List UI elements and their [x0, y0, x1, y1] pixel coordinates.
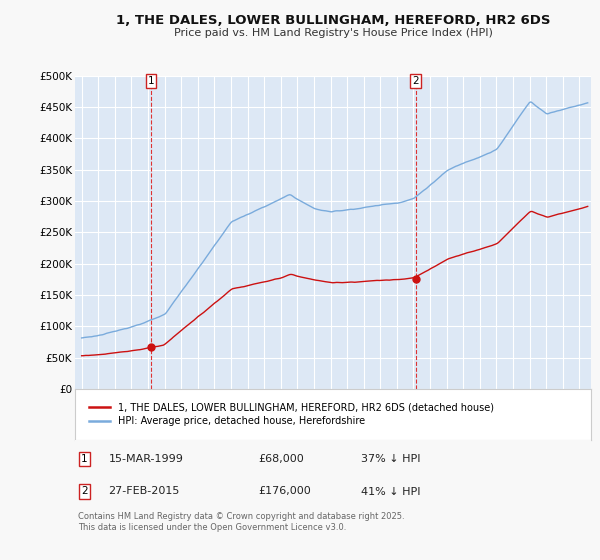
Text: £176,000: £176,000: [258, 487, 311, 497]
Legend: 1, THE DALES, LOWER BULLINGHAM, HEREFORD, HR2 6DS (detached house), HPI: Average: 1, THE DALES, LOWER BULLINGHAM, HEREFORD…: [85, 399, 498, 430]
Text: 41% ↓ HPI: 41% ↓ HPI: [361, 487, 421, 497]
Text: £68,000: £68,000: [258, 454, 304, 464]
Text: Contains HM Land Registry data © Crown copyright and database right 2025.
This d: Contains HM Land Registry data © Crown c…: [77, 512, 404, 532]
Text: 15-MAR-1999: 15-MAR-1999: [109, 454, 184, 464]
Text: 1: 1: [148, 76, 154, 86]
Text: Price paid vs. HM Land Registry's House Price Index (HPI): Price paid vs. HM Land Registry's House …: [173, 28, 493, 38]
Text: 37% ↓ HPI: 37% ↓ HPI: [361, 454, 421, 464]
Text: 1: 1: [81, 454, 88, 464]
Text: 27-FEB-2015: 27-FEB-2015: [109, 487, 180, 497]
Text: 2: 2: [412, 76, 419, 86]
Text: 2: 2: [81, 487, 88, 497]
Text: 1, THE DALES, LOWER BULLINGHAM, HEREFORD, HR2 6DS: 1, THE DALES, LOWER BULLINGHAM, HEREFORD…: [116, 14, 550, 27]
